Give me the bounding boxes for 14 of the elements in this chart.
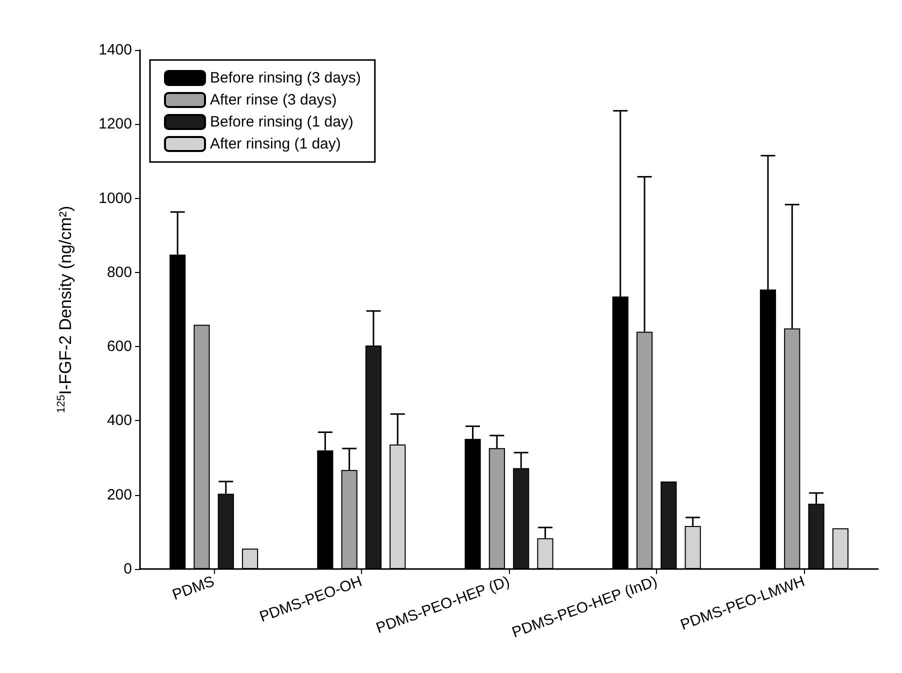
y-tick-label: 200 bbox=[106, 486, 132, 504]
y-tick-label: 1200 bbox=[98, 116, 132, 133]
legend-label: After rinsing (1 day) bbox=[210, 136, 341, 152]
y-tick-label: 0 bbox=[124, 560, 132, 578]
y-tick-label: 600 bbox=[106, 338, 132, 356]
y-axis-title: 125I-FGF-2 Density (ng/cm²) bbox=[56, 206, 75, 414]
y-tick-label: 400 bbox=[106, 412, 132, 430]
x-tick-label: PDMS bbox=[170, 573, 217, 604]
y-tick-label: 1400 bbox=[98, 42, 132, 58]
legend-label: Before rinsing (3 days) bbox=[210, 70, 361, 86]
legend-label: Before rinsing (1 day) bbox=[210, 114, 354, 130]
legend-label: After rinse (3 days) bbox=[210, 92, 337, 108]
y-tick-label: 1000 bbox=[98, 190, 132, 207]
y-tick-label: 800 bbox=[106, 264, 132, 281]
